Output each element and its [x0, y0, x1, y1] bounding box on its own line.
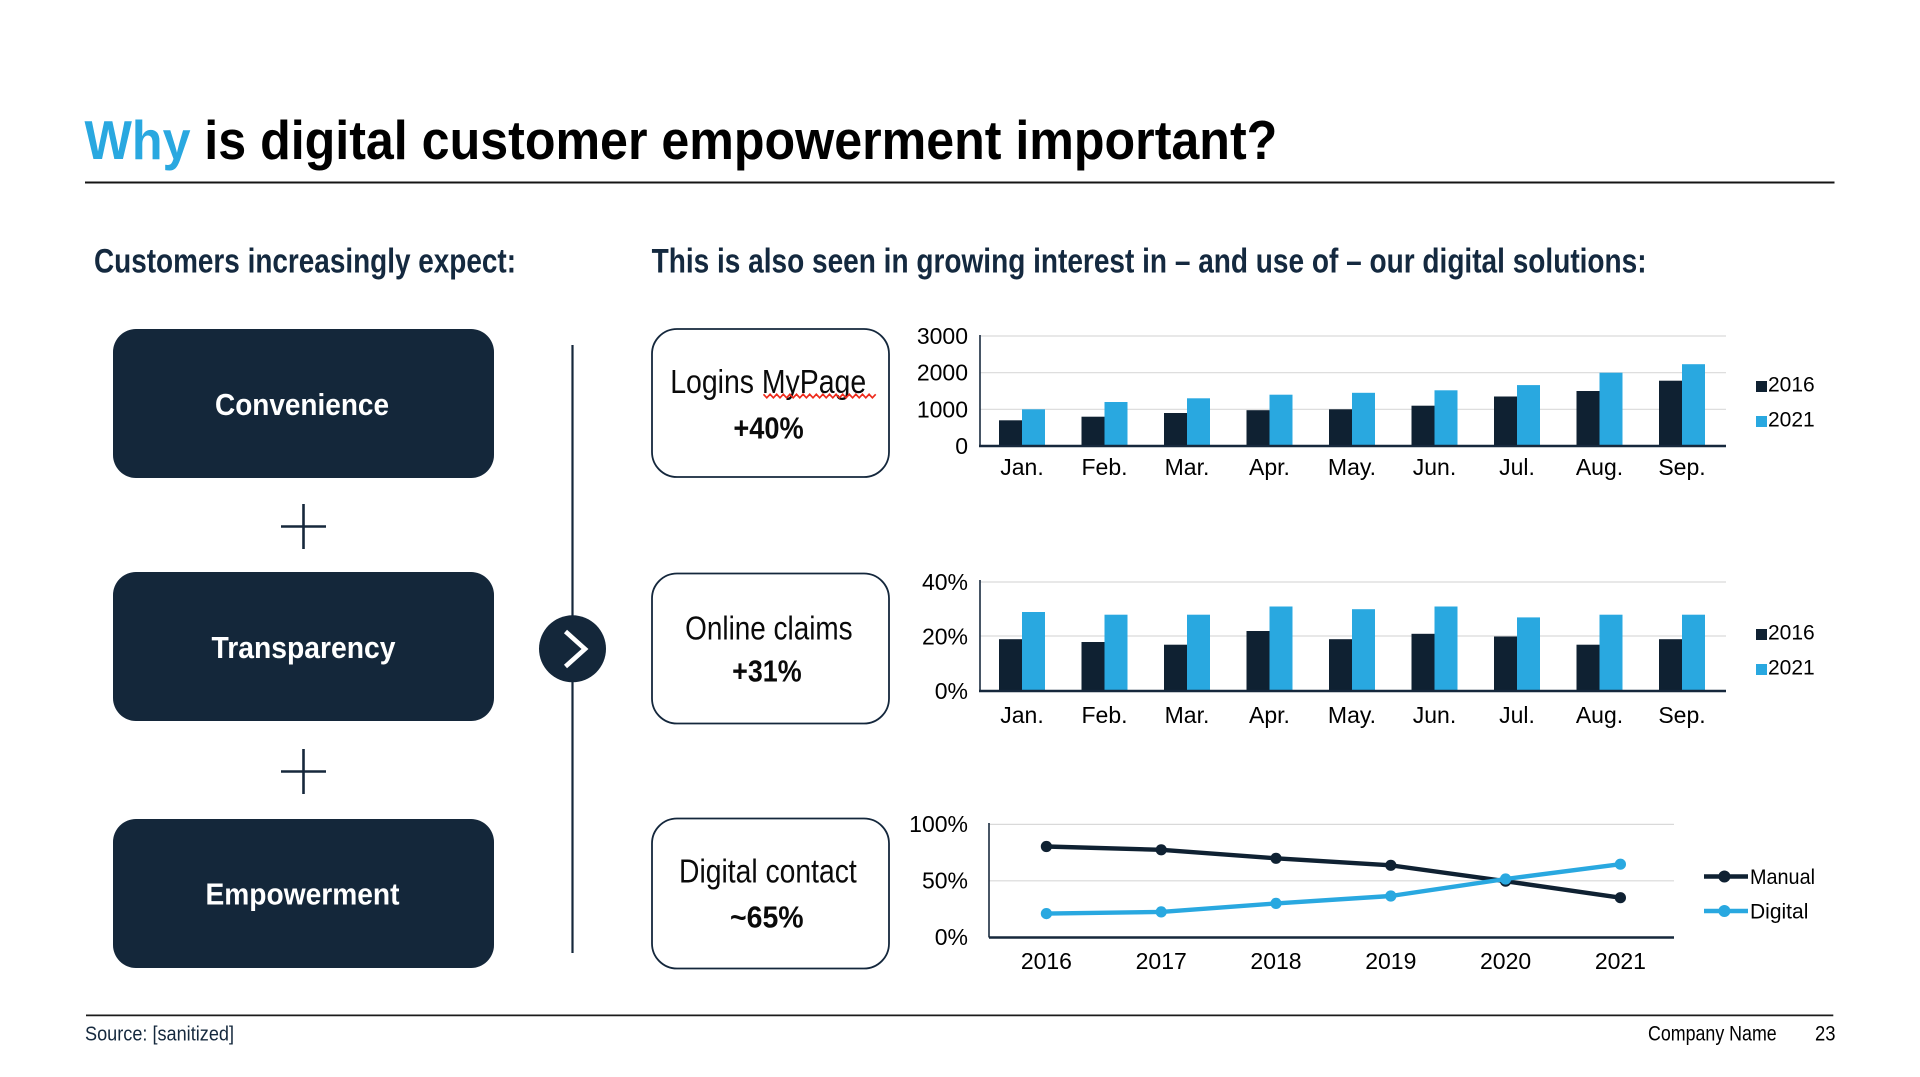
- svg-text:+40%: +40%: [733, 411, 803, 446]
- svg-text:Jun.: Jun.: [1413, 454, 1456, 480]
- svg-text:Jul.: Jul.: [1499, 454, 1535, 480]
- svg-text:0%: 0%: [935, 678, 968, 704]
- svg-text:2017: 2017: [1136, 948, 1187, 974]
- svg-text:Mar.: Mar.: [1165, 702, 1210, 728]
- svg-text:Digital contact: Digital contact: [679, 853, 857, 890]
- svg-text:~65%: ~65%: [730, 900, 804, 935]
- svg-text:40%: 40%: [922, 569, 968, 595]
- svg-text:Logins MyPage: Logins MyPage: [670, 363, 866, 400]
- svg-text:2019: 2019: [1365, 948, 1416, 974]
- svg-text:Sep.: Sep.: [1658, 702, 1705, 728]
- svg-text:Feb.: Feb.: [1081, 702, 1127, 728]
- svg-text:2016: 2016: [1021, 948, 1072, 974]
- svg-text:Company Name: Company Name: [1648, 1023, 1777, 1046]
- svg-text:Why: Why: [85, 109, 191, 171]
- svg-text:Customers increasingly expect:: Customers increasingly expect:: [94, 243, 516, 281]
- svg-text:100%: 100%: [909, 811, 968, 837]
- svg-text:Empowerment: Empowerment: [206, 877, 400, 912]
- svg-text:Source: [sanitized]: Source: [sanitized]: [85, 1024, 234, 1046]
- svg-text:Convenience: Convenience: [215, 387, 389, 422]
- svg-text:50%: 50%: [922, 868, 968, 894]
- svg-text:Manual: Manual: [1750, 866, 1815, 889]
- svg-text:This is also seen in growing i: This is also seen in growing interest in…: [652, 243, 1647, 281]
- svg-text:1000: 1000: [917, 396, 968, 422]
- svg-text:is digital customer empowermen: is digital customer empowerment importan…: [204, 109, 1277, 171]
- svg-text:Sep.: Sep.: [1658, 454, 1705, 480]
- svg-text:23: 23: [1815, 1023, 1836, 1046]
- svg-text:0: 0: [955, 433, 968, 459]
- svg-text:Aug.: Aug.: [1576, 454, 1623, 480]
- svg-text:May.: May.: [1328, 454, 1376, 480]
- svg-text:Digital: Digital: [1750, 901, 1808, 924]
- svg-text:20%: 20%: [922, 624, 968, 650]
- svg-text:2021: 2021: [1768, 657, 1815, 680]
- svg-text:2016: 2016: [1768, 374, 1815, 397]
- svg-text:2021: 2021: [1595, 948, 1646, 974]
- svg-text:Transparency: Transparency: [212, 630, 397, 665]
- svg-text:May.: May.: [1328, 702, 1376, 728]
- svg-text:2018: 2018: [1250, 948, 1301, 974]
- svg-text:Apr.: Apr.: [1249, 454, 1290, 480]
- svg-text:2020: 2020: [1480, 948, 1531, 974]
- svg-text:2000: 2000: [917, 360, 968, 386]
- svg-text:Online claims: Online claims: [685, 610, 853, 647]
- svg-text:0%: 0%: [935, 924, 968, 950]
- svg-text:3000: 3000: [917, 323, 968, 349]
- svg-text:+31%: +31%: [732, 653, 802, 688]
- svg-text:Jul.: Jul.: [1499, 702, 1535, 728]
- svg-text:Jan.: Jan.: [1000, 454, 1043, 480]
- svg-text:2021: 2021: [1768, 409, 1815, 432]
- svg-text:Mar.: Mar.: [1165, 454, 1210, 480]
- svg-text:Jun.: Jun.: [1413, 702, 1456, 728]
- svg-text:2016: 2016: [1768, 622, 1815, 645]
- svg-text:Jan.: Jan.: [1000, 702, 1043, 728]
- svg-text:Feb.: Feb.: [1081, 454, 1127, 480]
- svg-text:Aug.: Aug.: [1576, 702, 1623, 728]
- svg-text:Apr.: Apr.: [1249, 702, 1290, 728]
